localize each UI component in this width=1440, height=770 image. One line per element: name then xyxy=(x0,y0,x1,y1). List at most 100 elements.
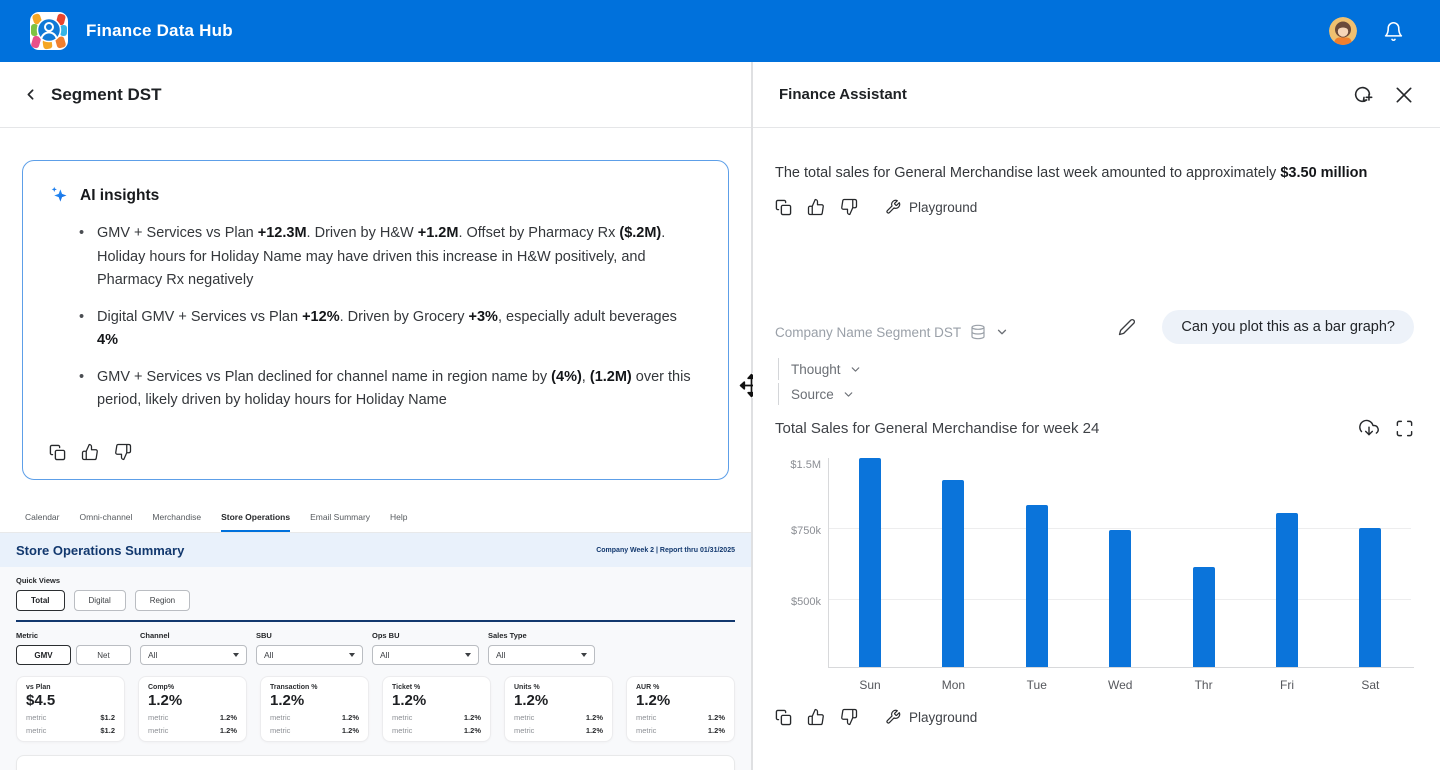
thumbs-up-icon[interactable] xyxy=(81,443,99,461)
finance-assistant-panel: Finance Assistant The total sales for Ge… xyxy=(753,62,1440,770)
metric-card-label: Transaction % xyxy=(270,684,318,691)
toggle-net[interactable]: Net xyxy=(76,645,131,665)
user-avatar[interactable] xyxy=(1329,17,1357,45)
metric-card-value: 1.2% xyxy=(636,692,671,709)
dropdown-sbu[interactable]: All xyxy=(256,645,363,665)
metric-row-name: metric xyxy=(148,726,169,735)
metric-row-name: metric xyxy=(148,713,169,722)
app-logo-icon xyxy=(30,12,68,50)
section-divider xyxy=(16,620,735,622)
copy-icon[interactable] xyxy=(49,444,66,461)
dropdown-sales-type[interactable]: All xyxy=(488,645,595,665)
metric-card-row: metric $1.2 xyxy=(26,713,115,722)
y-axis-tick-label: $1.5M xyxy=(790,459,821,471)
metric-row-name: metric xyxy=(392,726,413,735)
dropdown-channel[interactable]: All xyxy=(140,645,247,665)
thought-toggle[interactable]: Thought xyxy=(778,358,862,380)
metric-card-row: metric $1.2 xyxy=(26,726,115,735)
bar-mon xyxy=(942,480,965,667)
filter-label: Metric xyxy=(16,631,39,640)
assistant-title: Finance Assistant xyxy=(779,86,907,103)
metric-card-label: AUR % xyxy=(636,684,660,691)
app-header: Finance Data Hub xyxy=(0,0,1440,62)
app-title: Finance Data Hub xyxy=(86,21,233,40)
segment-panel: Segment DST AI insights GMV + Services v… xyxy=(0,62,751,770)
bar-sun xyxy=(859,458,881,667)
x-axis-tick-label: Sun xyxy=(859,678,881,692)
metric-row-value: 1.2% xyxy=(707,726,725,735)
thumbs-down-icon[interactable] xyxy=(114,443,132,461)
tab-calendar[interactable]: Calendar xyxy=(25,512,60,522)
metric-row-value: 1.2% xyxy=(219,726,237,735)
metric-row-value: 1.2% xyxy=(707,713,725,722)
chevron-down-icon[interactable] xyxy=(995,325,1009,339)
playground-button[interactable]: Playground xyxy=(885,709,977,725)
x-axis-tick-label: Thr xyxy=(1194,678,1213,692)
chevron-down-icon xyxy=(851,366,859,372)
tab-merchandise[interactable]: Merchandise xyxy=(152,512,202,522)
filter-label: SBU xyxy=(256,631,272,640)
bar-tue xyxy=(1025,505,1048,667)
tab-email-summary[interactable]: Email Summary xyxy=(310,512,371,522)
dashboard-tabs: Calendar Omni-channel Merchandise Store Ope… xyxy=(0,502,751,533)
filter-channel: Channel All xyxy=(140,631,247,665)
metric-row-value: 1.2% xyxy=(341,726,359,735)
metric-card-row: metric 1.2% xyxy=(636,726,725,735)
dropdown-value: All xyxy=(264,650,274,660)
metric-row-name: metric xyxy=(514,713,535,722)
tab-omni-channel[interactable]: Omni-channel xyxy=(79,512,133,522)
notifications-bell-icon[interactable] xyxy=(1383,21,1404,42)
metric-card-row: metric 1.2% xyxy=(392,713,481,722)
metric-row-name: metric xyxy=(636,726,657,735)
metric-row-value: 1.2% xyxy=(585,726,603,735)
chevron-down-icon xyxy=(844,391,853,397)
bar-thr xyxy=(1192,567,1215,667)
filter-ops-bu: Ops BU All xyxy=(372,631,479,665)
database-icon xyxy=(970,324,986,340)
insight-bullet: GMV + Services vs Plan +12.3M. Driven by… xyxy=(75,222,693,293)
toggle-gmv[interactable]: GMV xyxy=(16,645,71,665)
y-axis-tick-label: $750k xyxy=(791,525,821,537)
store-operations-dashboard: Calendar Omni-channel Merchandise Store Ope… xyxy=(0,502,751,770)
download-cloud-icon[interactable] xyxy=(1359,418,1379,438)
metric-row-name: metric xyxy=(392,713,413,722)
new-chat-icon[interactable] xyxy=(1352,84,1374,106)
x-axis-tick-label: Wed xyxy=(1107,678,1133,692)
x-axis-tick-label: Fri xyxy=(1280,678,1294,692)
thumbs-down-icon[interactable] xyxy=(840,198,858,216)
thumbs-up-icon[interactable] xyxy=(807,708,825,726)
dropdown-value: All xyxy=(496,650,506,660)
quick-view-region[interactable]: Region xyxy=(134,590,191,611)
tab-store-operations[interactable]: Store Operations xyxy=(221,512,291,532)
edit-pencil-icon[interactable] xyxy=(1118,318,1136,336)
playground-button[interactable]: Playground xyxy=(885,199,977,215)
back-chevron-icon[interactable] xyxy=(22,86,39,103)
quick-views-label: Quick Views xyxy=(16,576,61,585)
move-cursor-icon[interactable] xyxy=(739,373,764,398)
x-axis-tick-label: Tue xyxy=(1026,678,1047,692)
bar-wed xyxy=(1109,530,1132,667)
tab-help[interactable]: Help xyxy=(390,512,408,522)
metric-row-name: metric xyxy=(26,726,47,735)
quick-view-digital[interactable]: Digital xyxy=(73,590,126,611)
metric-row-value: 1.2% xyxy=(463,726,481,735)
metric-row-name: metric xyxy=(270,726,291,735)
source-toggle[interactable]: Source xyxy=(778,383,855,405)
metric-card-row: metric 1.2% xyxy=(270,713,359,722)
chart-plot-area: Sun Mon Tue Wed Thr Fri Sat xyxy=(828,458,1414,692)
ai-insights-title: AI insights xyxy=(80,186,160,204)
copy-icon[interactable] xyxy=(775,709,792,726)
dropdown-value: All xyxy=(380,650,390,660)
metric-card-row: metric 1.2% xyxy=(514,726,603,735)
metric-card-label: Ticket % xyxy=(392,684,421,691)
dropdown-ops-bu[interactable]: All xyxy=(372,645,479,665)
metric-card-comp-: Comp% 1.2% metric 1.2% metric 1.2% xyxy=(138,676,247,742)
thumbs-up-icon[interactable] xyxy=(807,198,825,216)
quick-view-total[interactable]: Total xyxy=(16,590,65,611)
expand-fullscreen-icon[interactable] xyxy=(1395,419,1414,438)
metric-card-label: Comp% xyxy=(148,684,175,691)
thumbs-down-icon[interactable] xyxy=(840,708,858,726)
copy-icon[interactable] xyxy=(775,199,792,216)
panel-resize-divider[interactable] xyxy=(751,62,753,770)
close-icon[interactable] xyxy=(1394,85,1414,105)
